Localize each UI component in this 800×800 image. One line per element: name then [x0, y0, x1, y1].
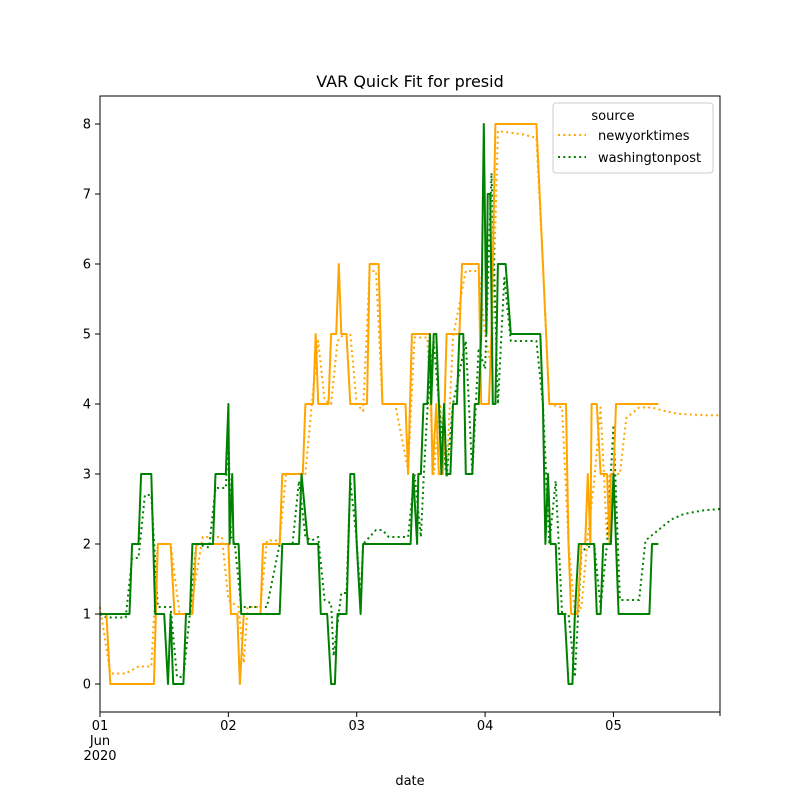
legend-label-newyorktimes: newyorktimes	[598, 129, 690, 144]
y-tick-label: 5	[83, 328, 91, 343]
x-tick-label: Jun	[89, 734, 110, 749]
chart-title: VAR Quick Fit for presid	[316, 72, 504, 91]
x-tick-label: 01	[92, 719, 109, 734]
x-tick-label: 05	[605, 719, 622, 734]
series-layer	[99, 123, 721, 685]
y-tick-label: 0	[83, 678, 91, 693]
series-line-fit-3-solid	[100, 123, 659, 685]
legend: source newyorktimes washingtonpost	[552, 102, 714, 174]
x-tick-label: 2020	[83, 749, 116, 764]
x-tick-label: 02	[220, 719, 237, 734]
y-tick-label: 4	[83, 398, 91, 413]
legend-title: source	[591, 109, 634, 124]
x-tick-label: 04	[477, 719, 494, 734]
y-tick-label: 2	[83, 538, 91, 553]
x-tick-label: 03	[348, 719, 365, 734]
legend-label-washingtonpost: washingtonpost	[598, 151, 701, 166]
y-tick-label: 1	[83, 608, 91, 623]
legend-box	[552, 102, 714, 174]
y-tick-label: 7	[83, 188, 91, 203]
series-line-washingtonpost-dotted	[99, 172, 721, 678]
y-tick-label: 3	[83, 468, 91, 483]
x-axis-label: date	[395, 774, 424, 789]
y-tick-label: 6	[83, 258, 91, 273]
y-tick-label: 8	[83, 118, 91, 133]
